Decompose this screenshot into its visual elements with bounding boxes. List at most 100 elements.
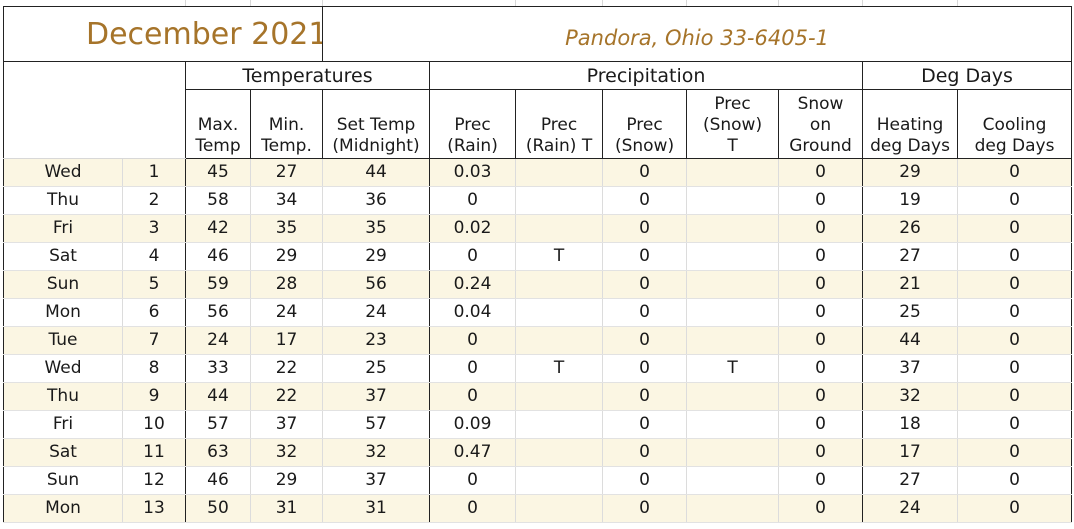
cell-ground[interactable]: 0: [778, 466, 863, 495]
cell-rain[interactable]: 0.04: [429, 298, 516, 327]
cell-snow-t[interactable]: [686, 494, 779, 523]
cell-day[interactable]: Thu: [3, 382, 123, 411]
cell-day[interactable]: Wed: [3, 354, 123, 383]
cell-cooling[interactable]: 0: [957, 326, 1073, 355]
cell-heating[interactable]: 32: [862, 382, 958, 411]
cell-max[interactable]: 59: [185, 270, 251, 299]
cell-snow[interactable]: 0: [602, 466, 687, 495]
header-max-temp[interactable]: Max. Temp: [185, 89, 251, 159]
cell-min[interactable]: 22: [249, 382, 323, 411]
cell-set[interactable]: 36: [322, 186, 430, 215]
cell-ground[interactable]: 0: [778, 494, 863, 523]
cell-snow-t[interactable]: [686, 214, 779, 243]
cell-cooling[interactable]: 0: [957, 438, 1073, 467]
cell-max[interactable]: 42: [185, 214, 251, 243]
header-prec-snow[interactable]: Prec (Snow): [602, 89, 688, 159]
cell-snow[interactable]: 0: [602, 354, 687, 383]
cell-date[interactable]: 5: [122, 270, 186, 299]
cell-min[interactable]: 24: [249, 298, 323, 327]
cell-day[interactable]: Sun: [3, 466, 123, 495]
cell-day[interactable]: Fri: [3, 410, 123, 439]
cell-rain-t[interactable]: [515, 298, 603, 327]
cell-max[interactable]: 46: [185, 466, 251, 495]
cell-set[interactable]: 23: [322, 326, 430, 355]
cell-heating[interactable]: 17: [862, 438, 958, 467]
cell-cooling[interactable]: 0: [957, 242, 1073, 271]
cell-set[interactable]: 44: [322, 158, 430, 187]
cell-cooling[interactable]: 0: [957, 466, 1073, 495]
cell-heating[interactable]: 27: [862, 466, 958, 495]
cell-rain[interactable]: 0.02: [429, 214, 516, 243]
cell-cooling[interactable]: 0: [957, 270, 1073, 299]
cell-snow-t[interactable]: [686, 242, 779, 271]
cell-ground[interactable]: 0: [778, 354, 863, 383]
cell-set[interactable]: 57: [322, 410, 430, 439]
cell-min[interactable]: 29: [249, 466, 323, 495]
cell-min[interactable]: 32: [249, 438, 323, 467]
cell-day[interactable]: Sat: [3, 242, 123, 271]
cell-max[interactable]: 50: [185, 494, 251, 523]
cell-snow[interactable]: 0: [602, 326, 687, 355]
cell-rain-t[interactable]: [515, 326, 603, 355]
cell-min[interactable]: 31: [249, 494, 323, 523]
header-prec-snow-t[interactable]: Prec (Snow) T: [686, 89, 780, 159]
cell-day[interactable]: Wed: [3, 158, 123, 187]
cell-ground[interactable]: 0: [778, 270, 863, 299]
cell-max[interactable]: 57: [185, 410, 251, 439]
location-title[interactable]: Pandora, Ohio 33-6405-1: [322, 6, 1073, 62]
cell-ground[interactable]: 0: [778, 158, 863, 187]
cell-rain[interactable]: 0: [429, 354, 516, 383]
cell-max[interactable]: 45: [185, 158, 251, 187]
cell-set[interactable]: 56: [322, 270, 430, 299]
cell-max[interactable]: 33: [185, 354, 251, 383]
cell-set[interactable]: 35: [322, 214, 430, 243]
cell-date[interactable]: 7: [122, 326, 186, 355]
cell-date[interactable]: 12: [122, 466, 186, 495]
cell-day[interactable]: Fri: [3, 214, 123, 243]
cell-heating[interactable]: 19: [862, 186, 958, 215]
cell-snow[interactable]: 0: [602, 298, 687, 327]
cell-max[interactable]: 46: [185, 242, 251, 271]
cell-snow-t[interactable]: [686, 410, 779, 439]
cell-day[interactable]: Mon: [3, 298, 123, 327]
cell-snow[interactable]: 0: [602, 214, 687, 243]
cell-set[interactable]: 37: [322, 382, 430, 411]
cell-rain-t[interactable]: T: [515, 354, 603, 383]
cell-day[interactable]: Thu: [3, 186, 123, 215]
cell-set[interactable]: 25: [322, 354, 430, 383]
cell-ground[interactable]: 0: [778, 438, 863, 467]
cell-rain-t[interactable]: [515, 158, 603, 187]
cell-cooling[interactable]: 0: [957, 494, 1073, 523]
cell-snow-t[interactable]: [686, 270, 779, 299]
cell-date[interactable]: 8: [122, 354, 186, 383]
header-heating-deg-days[interactable]: Heating deg Days: [862, 89, 959, 159]
cell-ground[interactable]: 0: [778, 214, 863, 243]
cell-snow-t[interactable]: [686, 186, 779, 215]
cell-heating[interactable]: 24: [862, 494, 958, 523]
cell-cooling[interactable]: 0: [957, 158, 1073, 187]
cell-date[interactable]: 13: [122, 494, 186, 523]
header-cooling-deg-days[interactable]: Cooling deg Days: [957, 89, 1073, 159]
cell-snow[interactable]: 0: [602, 438, 687, 467]
cell-min[interactable]: 37: [249, 410, 323, 439]
group-deg-days[interactable]: Deg Days: [862, 61, 1073, 90]
header-min-temp[interactable]: Min. Temp.: [249, 89, 324, 159]
cell-min[interactable]: 34: [249, 186, 323, 215]
cell-rain-t[interactable]: [515, 410, 603, 439]
cell-snow-t[interactable]: [686, 382, 779, 411]
cell-rain[interactable]: 0: [429, 186, 516, 215]
cell-snow-t[interactable]: T: [686, 354, 779, 383]
cell-rain[interactable]: 0.24: [429, 270, 516, 299]
cell-set[interactable]: 29: [322, 242, 430, 271]
cell-date[interactable]: 3: [122, 214, 186, 243]
cell-rain[interactable]: 0: [429, 382, 516, 411]
cell-ground[interactable]: 0: [778, 242, 863, 271]
cell-heating[interactable]: 18: [862, 410, 958, 439]
group-temperatures[interactable]: Temperatures: [184, 61, 431, 90]
cell-rain-t[interactable]: [515, 438, 603, 467]
cell-rain[interactable]: 0: [429, 494, 516, 523]
cell-max[interactable]: 56: [185, 298, 251, 327]
cell-snow[interactable]: 0: [602, 410, 687, 439]
cell-snow[interactable]: 0: [602, 186, 687, 215]
cell-ground[interactable]: 0: [778, 298, 863, 327]
